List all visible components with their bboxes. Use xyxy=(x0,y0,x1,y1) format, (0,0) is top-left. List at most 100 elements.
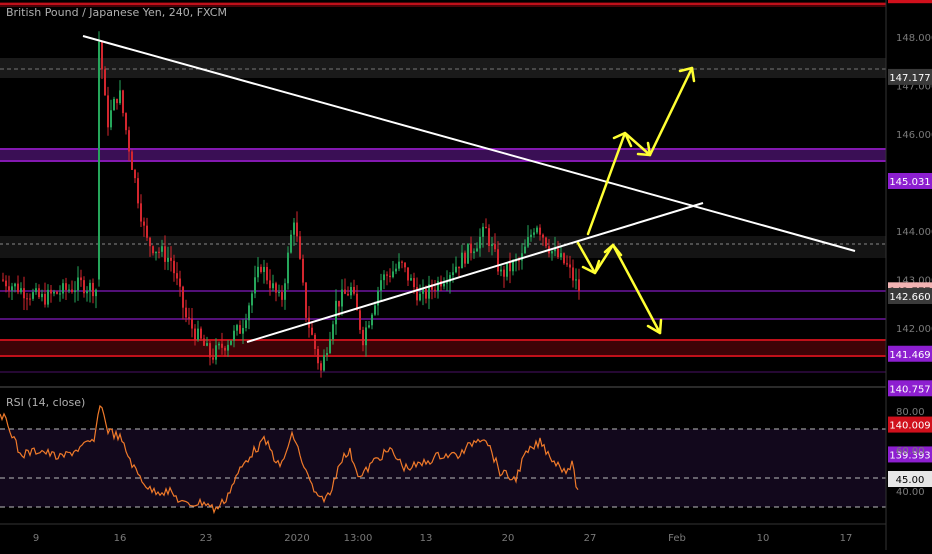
candle xyxy=(470,236,472,261)
price-label-bg xyxy=(888,172,932,189)
candle xyxy=(497,241,499,276)
candle xyxy=(380,273,382,302)
candle xyxy=(524,239,526,254)
candle xyxy=(551,250,553,261)
candle xyxy=(347,286,349,297)
candle xyxy=(539,224,541,241)
price-label-bg xyxy=(888,416,932,433)
candle xyxy=(290,230,292,254)
candle xyxy=(392,260,394,279)
candle xyxy=(434,280,436,298)
candle xyxy=(278,284,280,297)
candle xyxy=(98,31,100,287)
arrow-down-path xyxy=(576,241,662,335)
time-axis[interactable]: 9 16 23 2020 13:00 13 20 27 Feb 10 17 xyxy=(33,533,853,544)
candle xyxy=(407,267,409,286)
candle xyxy=(329,331,331,355)
price-label-badge: 145.031 xyxy=(888,172,932,189)
chart-title: British Pound / Japanese Yen, 240, FXCM xyxy=(6,6,227,19)
candle xyxy=(257,257,259,283)
candle xyxy=(155,251,157,261)
candle xyxy=(560,246,562,261)
candle xyxy=(458,266,460,278)
candle xyxy=(353,279,355,296)
candle xyxy=(296,211,298,242)
time-tick-label: 27 xyxy=(584,533,597,544)
price-tick-label: 144.000 xyxy=(896,227,932,238)
candle xyxy=(254,265,256,299)
candle xyxy=(134,168,136,184)
ascending-trendline xyxy=(246,202,704,343)
time-tick-label: Feb xyxy=(668,533,686,544)
time-tick-label: 20 xyxy=(502,533,515,544)
time-tick-label: 2020 xyxy=(284,533,309,544)
candle xyxy=(173,254,175,282)
candle xyxy=(140,194,142,228)
candle xyxy=(185,299,187,323)
rsi-line xyxy=(0,404,579,515)
rsi-band xyxy=(0,429,886,507)
arrow-down-head-2 xyxy=(603,243,623,257)
candle xyxy=(344,278,346,295)
candle xyxy=(476,242,478,252)
price-label-badge: 140.009 xyxy=(888,416,932,433)
candle xyxy=(188,307,190,325)
candle xyxy=(29,293,31,306)
candle xyxy=(563,252,565,265)
candle xyxy=(326,347,328,361)
candle xyxy=(200,326,202,342)
candle xyxy=(545,236,547,249)
candle xyxy=(128,126,130,162)
rsi-value-label: 45.00 xyxy=(896,475,925,486)
candle xyxy=(116,98,118,110)
candle xyxy=(203,334,205,347)
candle xyxy=(194,324,196,346)
candle xyxy=(314,332,316,355)
candle xyxy=(506,262,508,281)
candle xyxy=(161,239,163,257)
price-label-text: 141.469 xyxy=(889,350,930,361)
candle xyxy=(437,276,439,299)
candle xyxy=(320,360,322,378)
candle xyxy=(251,290,253,314)
candle xyxy=(113,96,115,111)
rsi-tick-label: 40.00 xyxy=(896,487,925,498)
price-tick-label: 143.000 xyxy=(896,276,932,287)
candle xyxy=(26,292,28,311)
candle xyxy=(92,278,94,304)
candle xyxy=(95,288,97,309)
time-tick-label: 23 xyxy=(200,533,213,544)
horizontal-zones xyxy=(0,2,886,373)
candle xyxy=(17,275,19,295)
price-tick-label: 148.000 xyxy=(896,33,932,44)
candle xyxy=(230,340,232,346)
price-tick-label: 146.000 xyxy=(896,130,932,141)
candle xyxy=(401,260,403,269)
candle xyxy=(455,256,457,274)
candle xyxy=(269,269,271,296)
candle xyxy=(236,323,238,336)
candle xyxy=(239,320,241,335)
candle xyxy=(146,217,148,242)
candle xyxy=(419,284,421,302)
zone-147177 xyxy=(0,58,886,78)
candle xyxy=(212,348,214,364)
candle xyxy=(107,86,109,136)
candle xyxy=(281,285,283,307)
rsi-tick-label: 80.00 xyxy=(896,407,925,418)
candle xyxy=(101,40,103,80)
candle xyxy=(416,277,418,306)
candle xyxy=(218,341,220,350)
candle xyxy=(530,229,532,242)
candle xyxy=(71,280,73,294)
candle xyxy=(227,339,229,357)
candle xyxy=(359,308,361,334)
zone-140009 xyxy=(0,339,886,357)
price-label-text: 140.757 xyxy=(889,384,930,395)
arrow-up-head-3 xyxy=(678,66,696,83)
candle xyxy=(2,272,4,283)
time-tick-label: 10 xyxy=(757,533,770,544)
